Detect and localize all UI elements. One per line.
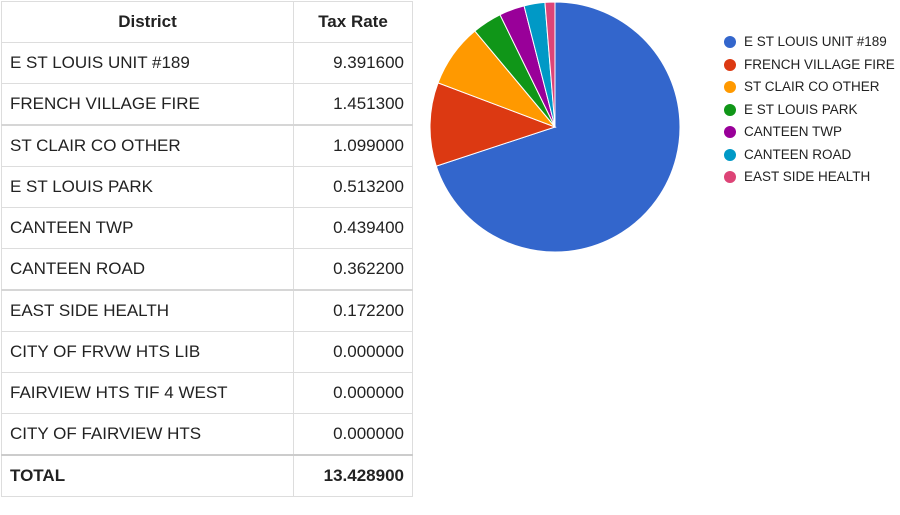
chart-legend: E ST LOUIS UNIT #189 FRENCH VILLAGE FIRE S… — [724, 33, 900, 191]
district-cell: EAST SIDE HEALTH — [1, 289, 294, 332]
tax-rate-table: District Tax Rate E ST LOUIS UNIT #189 9… — [1, 1, 413, 497]
table-row: FAIRVIEW HTS TIF 4 WEST 0.000000 — [1, 372, 413, 414]
table-row: CANTEEN ROAD 0.362200 — [1, 248, 413, 291]
tax-rate-cell: 0.439400 — [293, 207, 413, 249]
legend-item[interactable]: EAST SIDE HEALTH — [724, 168, 900, 186]
tax-rate-cell: 0.000000 — [293, 413, 413, 456]
legend-label: FRENCH VILLAGE FIRE — [744, 56, 895, 72]
table-row: FRENCH VILLAGE FIRE 1.451300 — [1, 83, 413, 126]
legend-item[interactable]: CANTEEN ROAD — [724, 146, 900, 164]
tax-rate-cell: 0.000000 — [293, 331, 413, 373]
pie-slice[interactable] — [435, 1, 681, 253]
legend-label: E ST LOUIS PARK — [744, 101, 858, 117]
legend-swatch-icon — [724, 58, 736, 71]
district-cell: CITY OF FRVW HTS LIB — [1, 331, 294, 373]
legend-swatch-icon — [724, 36, 736, 48]
district-cell: CITY OF FAIRVIEW HTS — [1, 413, 294, 456]
legend-item[interactable]: E ST LOUIS UNIT #189 — [724, 33, 900, 51]
table-row: ST CLAIR CO OTHER 1.099000 — [1, 124, 413, 167]
legend-label: ST CLAIR CO OTHER — [744, 79, 880, 94]
total-label: TOTAL — [1, 454, 294, 497]
legend-label: E ST LOUIS UNIT #189 — [744, 34, 887, 49]
table-row: CITY OF FRVW HTS LIB 0.000000 — [1, 331, 413, 373]
table-row: E ST LOUIS UNIT #189 9.391600 — [1, 42, 413, 84]
tax-rate-cell: 9.391600 — [293, 42, 413, 84]
table-row: EAST SIDE HEALTH 0.172200 — [1, 289, 413, 332]
legend-item[interactable]: ST CLAIR CO OTHER — [724, 78, 900, 96]
legend-item[interactable]: E ST LOUIS PARK — [724, 101, 900, 119]
table-header-row: District Tax Rate — [1, 1, 413, 43]
legend-label: EAST SIDE HEALTH — [744, 169, 871, 184]
tax-rate-column-header: Tax Rate — [293, 1, 413, 43]
district-cell: ST CLAIR CO OTHER — [1, 124, 294, 167]
tax-rate-cell: 0.362200 — [293, 248, 413, 291]
legend-swatch-icon — [724, 126, 736, 138]
legend-swatch-icon — [724, 171, 736, 183]
district-cell: E ST LOUIS UNIT #189 — [1, 42, 294, 84]
tax-rate-cell: 0.513200 — [293, 166, 413, 208]
district-cell: CANTEEN TWP — [1, 207, 294, 249]
legend-swatch-icon — [724, 81, 736, 93]
table-row: CANTEEN TWP 0.439400 — [1, 207, 413, 249]
tax-rate-cell: 1.099000 — [293, 124, 413, 167]
pie-slice[interactable] — [429, 82, 557, 167]
tax-rate-cell: 0.000000 — [293, 372, 413, 414]
table-row: E ST LOUIS PARK 0.513200 — [1, 166, 413, 208]
table-row: CITY OF FAIRVIEW HTS 0.000000 — [1, 413, 413, 456]
legend-swatch-icon — [724, 103, 736, 116]
legend-item[interactable]: FRENCH VILLAGE FIRE — [724, 56, 900, 74]
legend-label: CANTEEN TWP — [744, 124, 843, 139]
district-column-header: District — [1, 1, 294, 43]
district-cell: FRENCH VILLAGE FIRE — [1, 83, 294, 126]
district-cell: E ST LOUIS PARK — [1, 166, 294, 208]
legend-item[interactable]: CANTEEN TWP — [724, 123, 900, 141]
total-row: TOTAL 13.428900 — [1, 454, 413, 497]
legend-swatch-icon — [724, 148, 736, 161]
total-rate: 13.428900 — [293, 454, 413, 497]
district-cell: CANTEEN ROAD — [1, 248, 294, 291]
district-cell: FAIRVIEW HTS TIF 4 WEST — [1, 372, 294, 414]
tax-rate-pie-chart — [429, 1, 681, 253]
pie-slice[interactable] — [544, 1, 556, 128]
tax-rate-cell: 1.451300 — [293, 83, 413, 126]
tax-rate-cell: 0.172200 — [293, 289, 413, 332]
legend-label: CANTEEN ROAD — [744, 146, 852, 162]
